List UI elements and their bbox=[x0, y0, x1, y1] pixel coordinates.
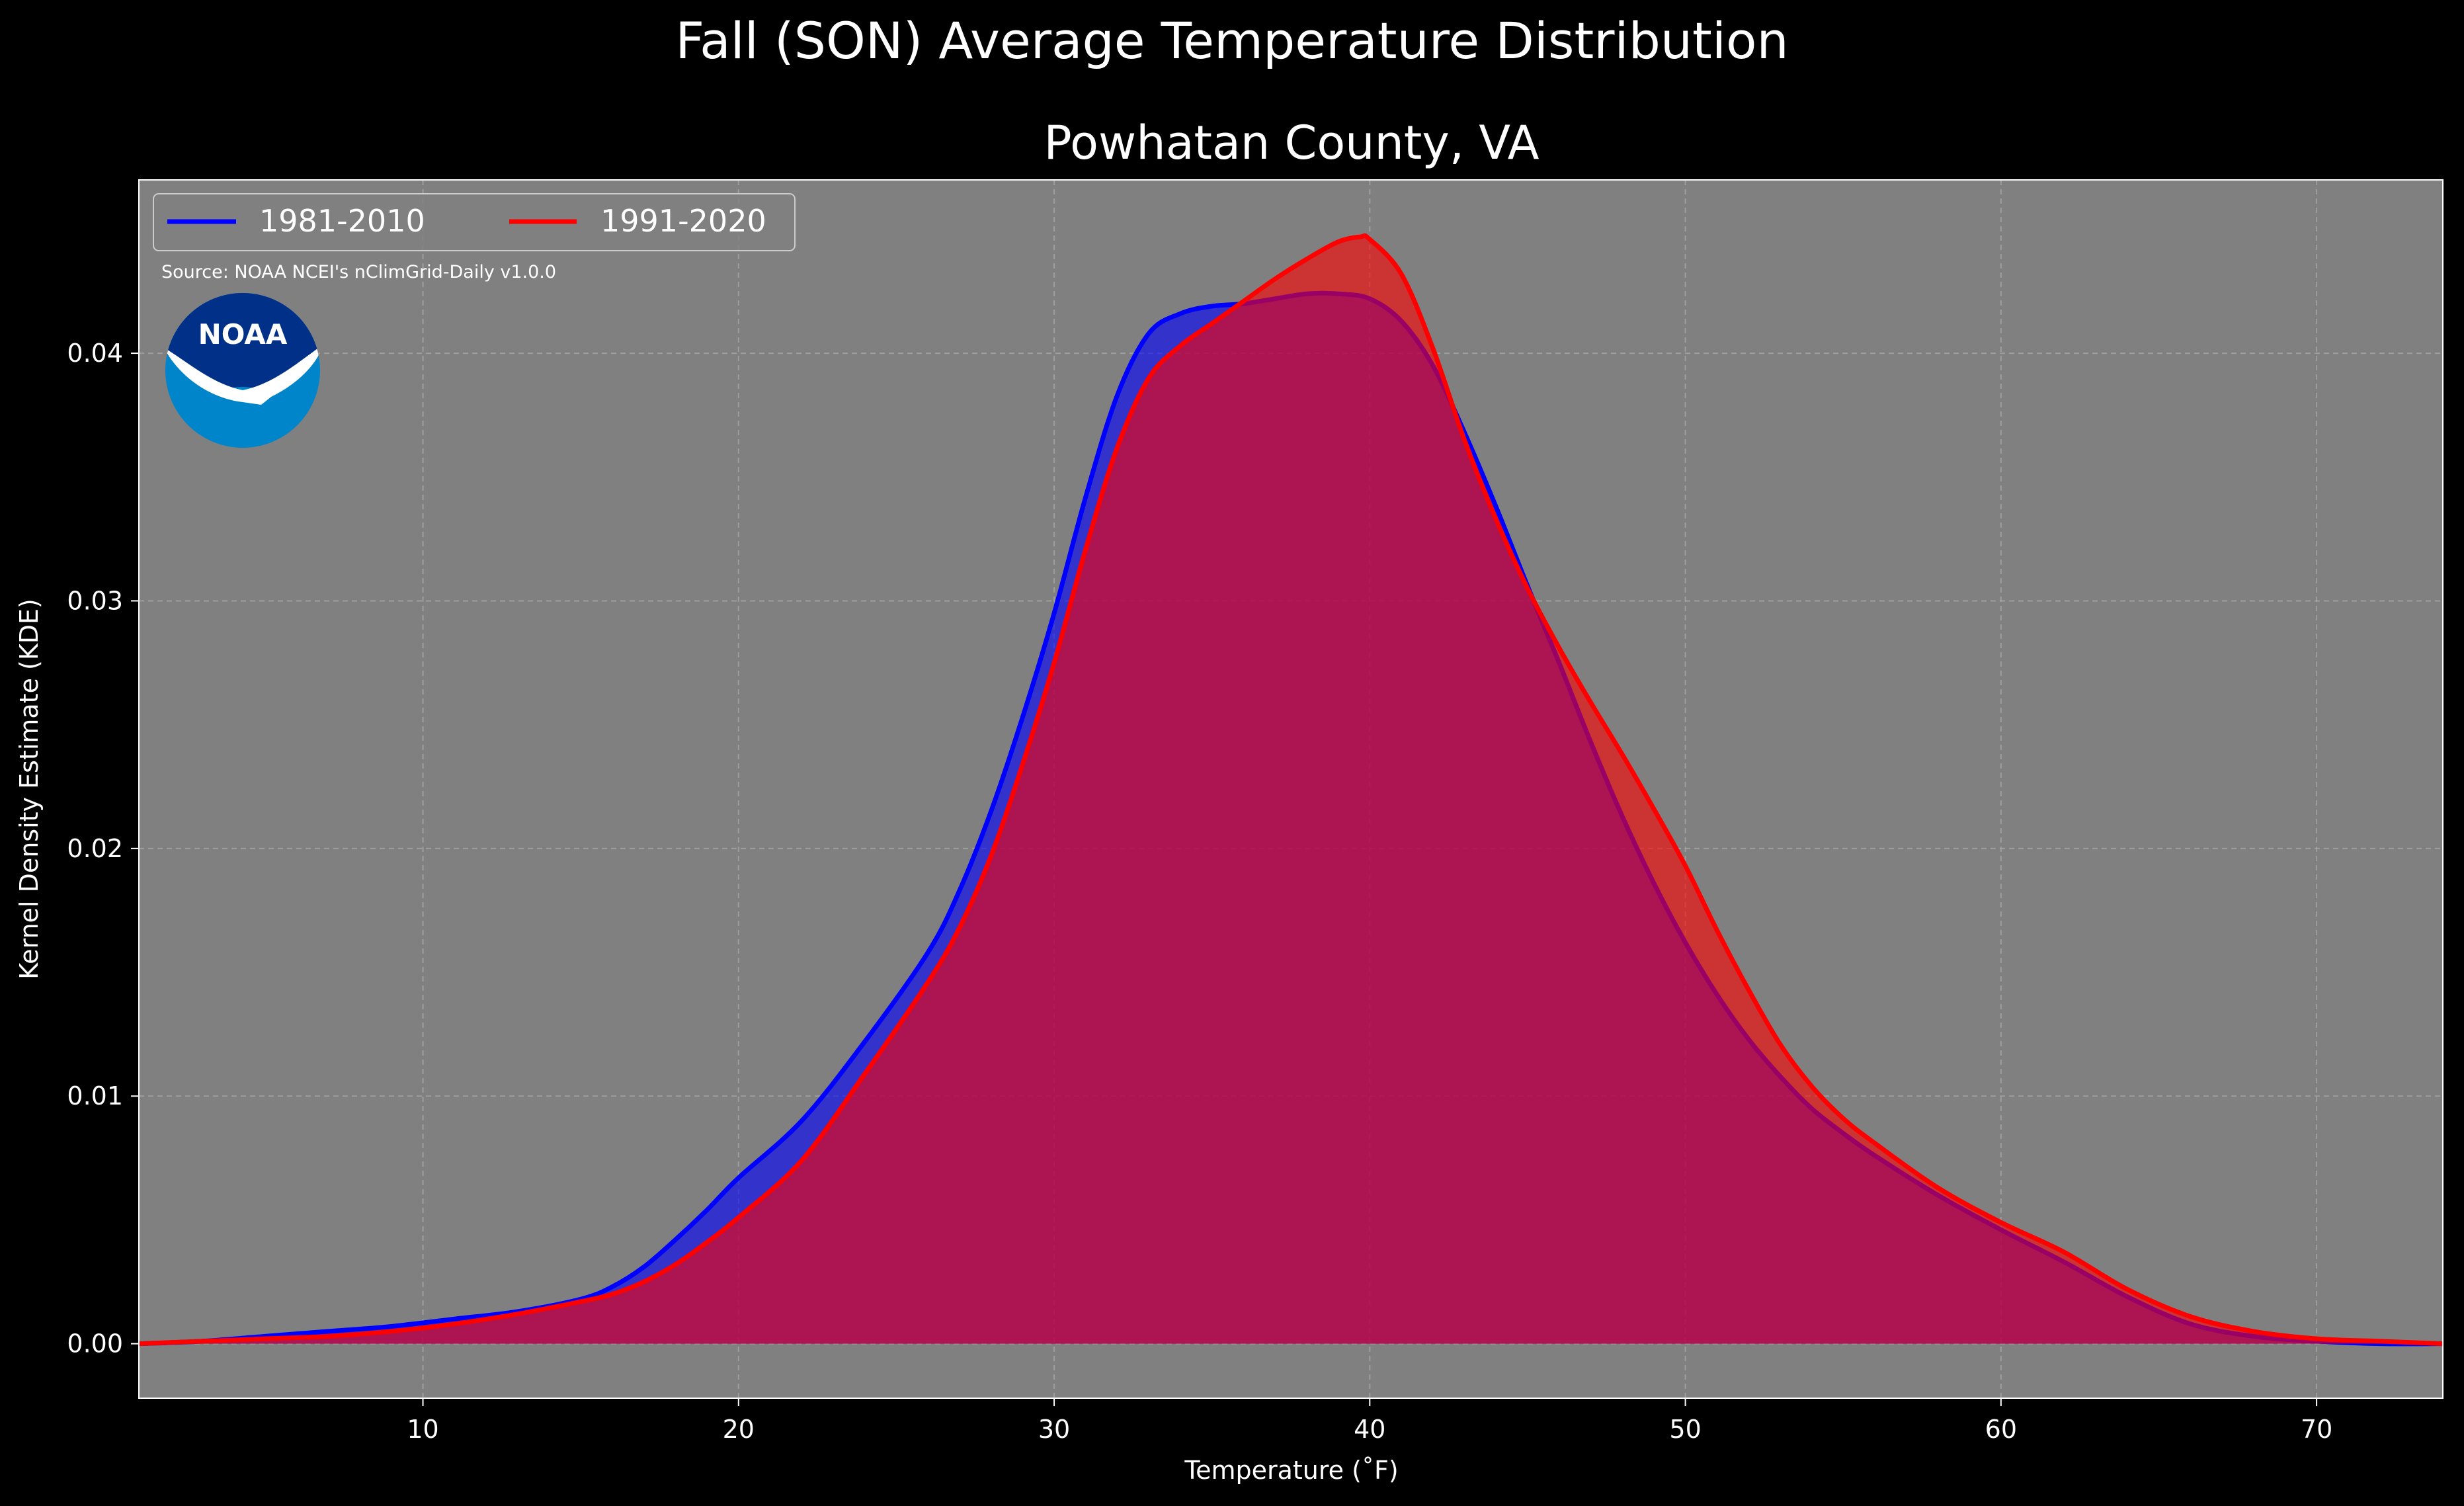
plot-frame bbox=[138, 179, 2443, 1399]
y-tick-label: 0.04 bbox=[67, 339, 123, 368]
series-layer bbox=[138, 233, 2443, 1347]
series-line-1991-2020 bbox=[138, 233, 2443, 1347]
x-tick-label: 10 bbox=[407, 1415, 438, 1444]
y-tick-label: 0.00 bbox=[67, 1329, 123, 1359]
y-tick-label: 0.02 bbox=[67, 834, 123, 863]
axis-ticks: 10 20 30 40 50 60 70 0.00 0.01 0.02 0.03 0.04 bbox=[67, 339, 2332, 1444]
legend-box bbox=[153, 193, 796, 251]
x-tick-label: 70 bbox=[2301, 1415, 2332, 1444]
x-tick-label: 30 bbox=[1038, 1415, 1070, 1444]
legend: 1981-2010 1991-2020 bbox=[153, 193, 796, 251]
y-axis-label: Kernel Density Estimate (KDE) bbox=[15, 599, 44, 980]
legend-label-1981-2010: 1981-2010 bbox=[259, 203, 425, 239]
x-tick-label: 50 bbox=[1669, 1415, 1701, 1444]
y-tick-label: 0.01 bbox=[67, 1081, 123, 1110]
x-tick-label: 20 bbox=[723, 1415, 755, 1444]
chart-title: Powhatan County, VA bbox=[1044, 116, 1539, 170]
source-note: Source: NOAA NCEI's nClimGrid-Daily v1.0… bbox=[161, 262, 556, 282]
chart-suptitle: Fall (SON) Average Temperature Distribut… bbox=[675, 11, 1788, 70]
noaa-logo-gull bbox=[165, 344, 320, 405]
y-tick-label: 0.03 bbox=[67, 586, 123, 615]
x-tick-label: 60 bbox=[1985, 1415, 2017, 1444]
noaa-logo-text: NOAA bbox=[198, 318, 288, 351]
x-tick-label: 40 bbox=[1354, 1415, 1385, 1444]
x-axis-label: Temperature (˚F) bbox=[1184, 1456, 1398, 1485]
series-area-1991-2020 bbox=[139, 235, 2443, 1344]
legend-label-1991-2020: 1991-2020 bbox=[600, 203, 766, 239]
